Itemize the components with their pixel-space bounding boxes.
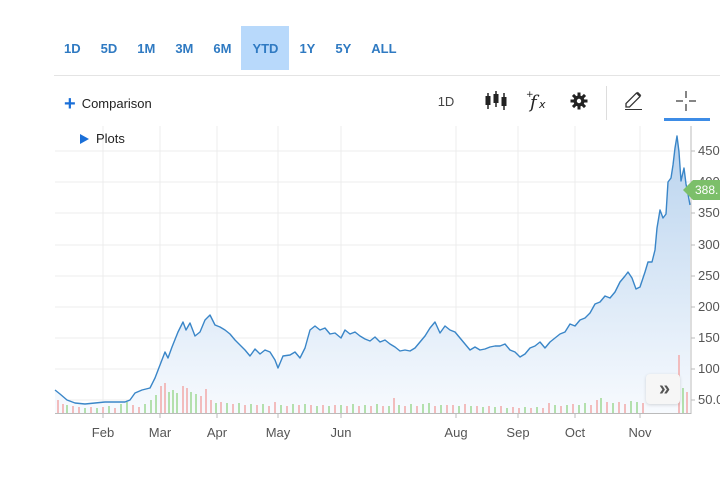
comparison-label: Comparison xyxy=(81,96,152,111)
last-price-tag: 388. xyxy=(683,180,720,200)
scroll-to-latest-button[interactable]: » xyxy=(646,374,680,404)
interval-button[interactable]: 1D xyxy=(437,93,455,109)
y-tick-label: 200 xyxy=(698,299,720,314)
divider xyxy=(54,75,720,76)
range-1y-button[interactable]: 1Y xyxy=(299,40,316,56)
toolbar-separator xyxy=(606,86,607,120)
range-1m-button[interactable]: 1M xyxy=(137,40,156,56)
x-tick-label: Jun xyxy=(330,425,352,440)
y-tick-label: 50.0 xyxy=(698,392,720,407)
range-6m-button[interactable]: 6M xyxy=(213,40,232,56)
chart-toolbar: + Comparison 1D + f x xyxy=(54,82,720,124)
price-line xyxy=(54,135,691,405)
range-5y-button[interactable]: 5Y xyxy=(335,40,352,56)
price-area xyxy=(55,136,690,413)
triangle-right-icon xyxy=(80,133,89,144)
plus-icon: + xyxy=(64,92,76,115)
x-tick-label: Aug xyxy=(444,425,468,440)
last-price-value: 388. xyxy=(693,180,720,200)
range-all-button[interactable]: ALL xyxy=(371,40,397,56)
svg-text:x: x xyxy=(538,98,546,111)
gear-icon[interactable] xyxy=(568,88,590,114)
plots-label: Plots xyxy=(96,131,125,146)
y-tick-label: 100 xyxy=(698,361,720,376)
y-tick-label: 350 xyxy=(698,205,720,220)
x-tick-label: May xyxy=(265,425,291,440)
y-tick-label: 250 xyxy=(698,268,720,283)
function-fx-icon[interactable]: + f x xyxy=(524,88,550,114)
range-1d-button[interactable]: 1D xyxy=(64,40,81,56)
volume-bars xyxy=(57,355,688,413)
y-tick-label: 150 xyxy=(698,330,720,345)
price-tag-arrow xyxy=(683,180,693,200)
crosshair-icon[interactable] xyxy=(666,88,706,114)
range-5d-button[interactable]: 5D xyxy=(100,40,118,56)
y-tick-label: 450 xyxy=(698,143,720,158)
x-tick-label: Nov xyxy=(628,425,652,440)
comparison-button[interactable]: + Comparison xyxy=(64,92,152,115)
candlestick-icon[interactable] xyxy=(482,88,510,114)
x-tick-label: Sep xyxy=(506,425,530,440)
x-tick-label: Mar xyxy=(148,425,172,440)
active-tool-indicator xyxy=(664,118,710,121)
double-chevron-right-icon: » xyxy=(658,377,670,400)
range-ytd-button[interactable]: YTD xyxy=(241,26,290,70)
x-tick-label: Feb xyxy=(91,425,115,440)
svg-text:+: + xyxy=(526,90,534,100)
y-tick-label: 300 xyxy=(698,237,720,252)
range-3m-button[interactable]: 3M xyxy=(175,40,194,56)
plots-toggle[interactable]: Plots xyxy=(80,131,125,146)
pencil-icon[interactable] xyxy=(620,88,646,114)
time-range-selector: 1D 5D 1M 3M 6M YTD 1Y 5Y ALL xyxy=(54,26,407,70)
x-tick-label: Oct xyxy=(564,425,586,440)
x-tick-label: Apr xyxy=(206,425,228,440)
x-axis-ticks xyxy=(102,413,641,418)
